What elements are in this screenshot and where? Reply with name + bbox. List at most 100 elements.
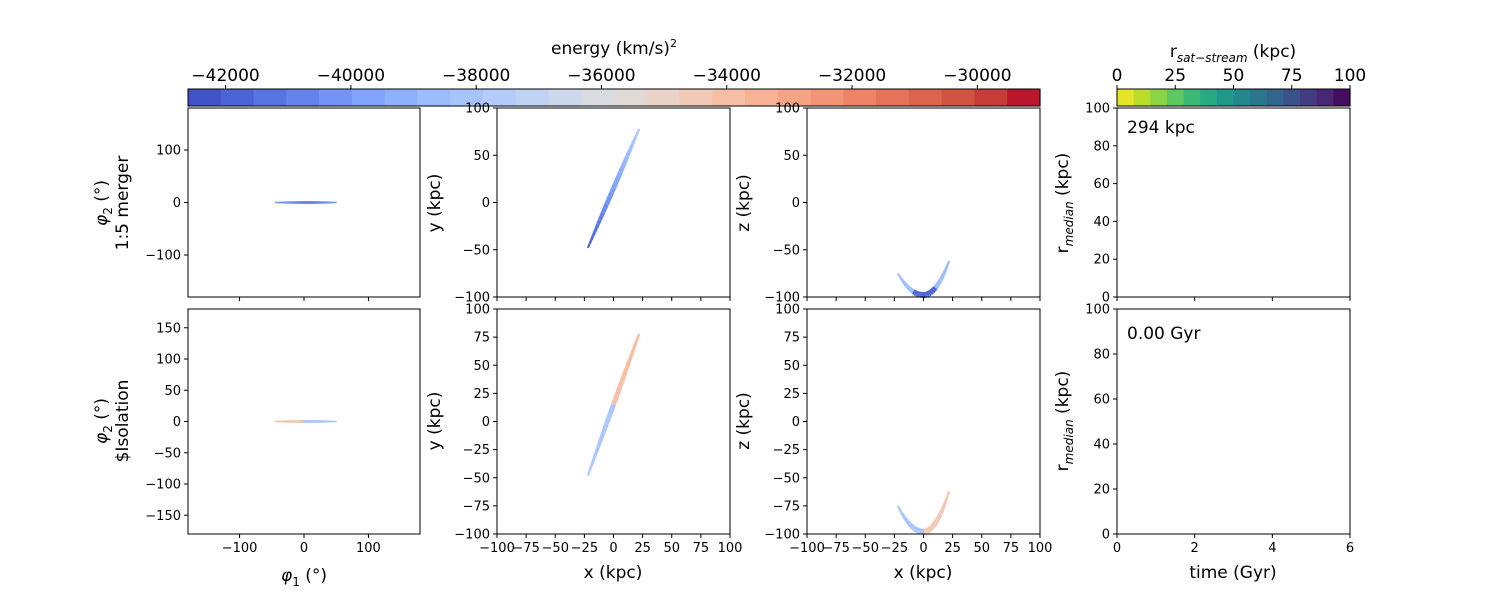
stream-point bbox=[621, 370, 628, 378]
stream-point bbox=[616, 384, 623, 392]
energy-colorbar-step bbox=[908, 89, 943, 106]
panel-frame bbox=[1116, 308, 1351, 535]
y-tick-label: −100 bbox=[454, 528, 490, 543]
y-tick-label: 80 bbox=[1093, 139, 1110, 154]
stream-point bbox=[586, 243, 591, 249]
x-tick-label: 25 bbox=[634, 541, 651, 556]
stream-point bbox=[630, 347, 636, 354]
stream-point bbox=[305, 420, 309, 423]
energy-colorbar-step bbox=[646, 89, 681, 106]
distance-colorbar-step bbox=[1300, 89, 1318, 106]
energy-colorbar-label: energy (km/s)2 bbox=[551, 37, 677, 59]
y-tick-label: −75 bbox=[773, 499, 800, 514]
stream-point bbox=[283, 420, 287, 423]
panel-frame bbox=[1116, 107, 1351, 298]
energy-colorbar-gradient bbox=[188, 89, 1041, 106]
stream-point bbox=[900, 511, 905, 516]
x-tick-label: −100 bbox=[479, 541, 515, 556]
stream-point bbox=[588, 465, 593, 472]
energy-colorbar-step bbox=[351, 89, 386, 106]
stream-point bbox=[625, 151, 631, 158]
stream-point bbox=[906, 521, 912, 526]
stream-point bbox=[319, 420, 323, 423]
stream-point bbox=[316, 420, 321, 423]
x-tick-label: −100 bbox=[222, 541, 258, 556]
stream-point bbox=[294, 201, 298, 204]
stream-point bbox=[606, 195, 613, 202]
stream-point bbox=[601, 427, 608, 434]
energy-colorbar-step bbox=[548, 89, 582, 106]
energy-colorbar-step bbox=[581, 89, 615, 106]
y-tick-label: −25 bbox=[773, 443, 800, 458]
energy-colorbar-frame bbox=[187, 88, 1041, 107]
y-tick-label: 100 bbox=[156, 144, 181, 159]
stream-point bbox=[291, 201, 295, 204]
stream-point bbox=[915, 527, 920, 534]
stream-point bbox=[609, 187, 616, 194]
x-tick-label: −100 bbox=[789, 541, 825, 556]
stream-point bbox=[898, 508, 903, 513]
energy-colorbar-step bbox=[319, 89, 353, 106]
stream-point bbox=[636, 333, 641, 339]
stream-point bbox=[926, 526, 933, 533]
stream-point bbox=[931, 285, 938, 292]
energy-colorbar-tick-label: −36000 bbox=[567, 66, 635, 86]
stream-point bbox=[901, 280, 906, 285]
stream-point bbox=[305, 201, 309, 204]
y-tick-label: −50 bbox=[773, 471, 800, 486]
distance-colorbar-step bbox=[1166, 89, 1185, 106]
stream-point bbox=[901, 514, 907, 519]
energy-colorbar-tick-label: −38000 bbox=[442, 66, 510, 86]
energy-colorbar-step bbox=[679, 89, 713, 106]
row-label-merger: φ2 (°) 1:5 merger bbox=[92, 156, 133, 251]
energy-colorbar-tick-label: −42000 bbox=[191, 66, 259, 86]
distance-colorbar-step bbox=[1316, 89, 1334, 106]
energy-colorbar-step bbox=[220, 89, 255, 106]
stream-point bbox=[311, 201, 315, 204]
stream-point bbox=[619, 375, 626, 382]
y-tick-label: 0 bbox=[792, 415, 800, 430]
stream-point bbox=[609, 403, 616, 411]
energy-colorbar-step bbox=[974, 89, 1008, 106]
stream-point bbox=[302, 420, 307, 423]
x-tick-label: 100 bbox=[718, 541, 743, 556]
panel-frame bbox=[496, 308, 731, 535]
energy-colorbar-step bbox=[188, 89, 222, 106]
stream-point bbox=[930, 287, 936, 294]
distance-colorbar-step bbox=[1200, 89, 1218, 106]
stream-point bbox=[311, 420, 315, 423]
y-tick-label: −150 bbox=[145, 509, 181, 524]
x-tick-label: 50 bbox=[663, 541, 680, 556]
stream-point bbox=[325, 420, 329, 423]
energy-colorbar-step bbox=[810, 89, 844, 106]
x-tick-label: 4 bbox=[1268, 541, 1276, 556]
energy-colorbar-tick-label: −34000 bbox=[693, 66, 761, 86]
distance-colorbar-step bbox=[1333, 89, 1351, 106]
x-tick-label: 75 bbox=[1003, 541, 1020, 556]
energy-colorbar-step bbox=[1007, 89, 1041, 106]
panel-1-3: −100 −50 0 50 100 bbox=[764, 102, 1041, 306]
x-axis-label-col2: x (kpc) bbox=[584, 563, 643, 583]
stream-point bbox=[275, 420, 279, 423]
x-tick-label: 0 bbox=[919, 541, 927, 556]
stream-point bbox=[900, 277, 905, 283]
stream-point bbox=[904, 519, 910, 524]
energy-colorbar-step bbox=[941, 89, 976, 106]
stream-point bbox=[333, 420, 337, 423]
row-title-merger: 1:5 merger bbox=[113, 156, 133, 251]
energy-colorbar-ticks: −42000 −40000 −38000 −36000 −34000 −32000 −300… bbox=[191, 66, 1012, 89]
energy-colorbar-tick-label: −32000 bbox=[818, 66, 886, 86]
stream-point bbox=[594, 223, 600, 229]
stream-point bbox=[928, 289, 934, 295]
energy-colorbar-step bbox=[777, 89, 812, 106]
energy-colorbar-step bbox=[712, 89, 746, 106]
stream-point bbox=[593, 451, 598, 458]
stream-point bbox=[616, 171, 623, 178]
y-tick-label: 80 bbox=[1093, 348, 1110, 363]
y-tick-label: 0 bbox=[173, 196, 181, 211]
distance-colorbar-step bbox=[1133, 89, 1151, 106]
stream-point bbox=[596, 441, 602, 448]
energy-colorbar-step bbox=[515, 89, 550, 106]
stream-point bbox=[931, 521, 938, 527]
